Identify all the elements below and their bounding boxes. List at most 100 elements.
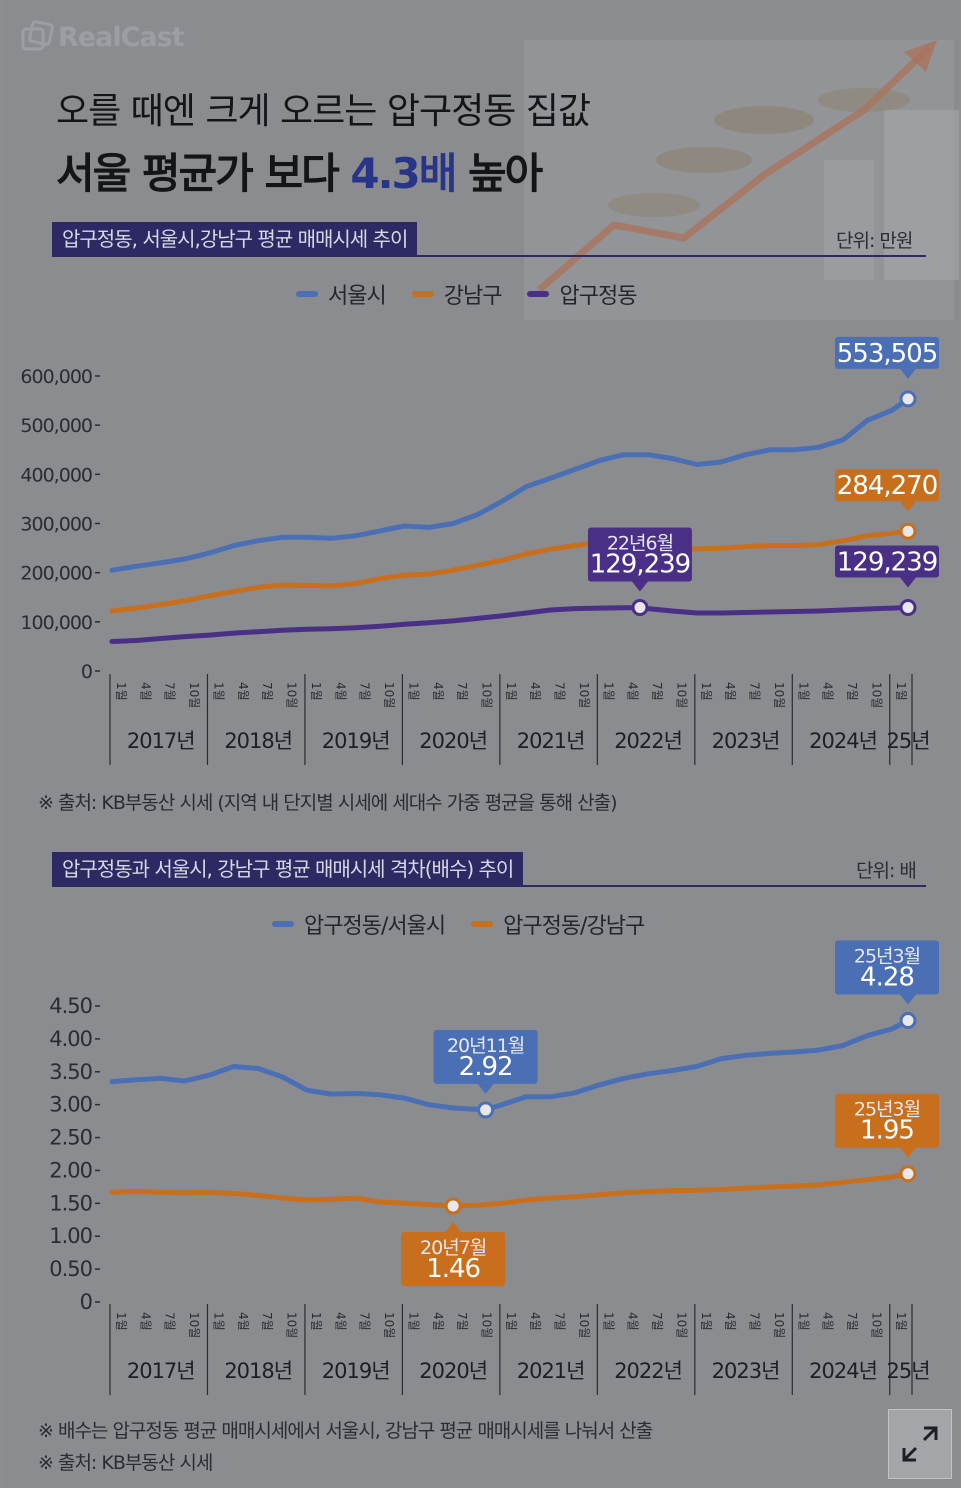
y-tick-label: 2.00 — [49, 1158, 92, 1182]
x-year-label: 2019년 — [322, 729, 390, 753]
headline-line2: 서울 평균가 보다 4.3배 높아 — [56, 140, 543, 201]
chart1-unit: 단위: 만원 — [836, 230, 913, 252]
data-point-marker — [899, 1011, 917, 1029]
brand-logo: RealCast — [20, 20, 185, 54]
y-tick-label: 0.50 — [49, 1257, 92, 1281]
legend-swatch-seoul — [296, 291, 318, 297]
x-year-label: 2021년 — [517, 729, 585, 753]
x-month-tick-label: 7월 — [845, 682, 859, 701]
callout-value: 284,270 — [837, 471, 938, 501]
data-point-marker — [899, 522, 917, 540]
callout-value: 129,239 — [590, 549, 691, 579]
chart2-ratio-note: ※ 배수는 압구정동 평균 매매시세에서 서울시, 강남구 평균 매매시세를 나… — [38, 1420, 653, 1442]
series-line-apgujeong — [109, 605, 911, 644]
y-tick-label: 100,000 — [20, 612, 92, 634]
x-month-tick-label: 4월 — [236, 682, 250, 701]
legend-swatch-gangnam — [411, 291, 434, 297]
legend-item-ratio-gangnam: 압구정동/강남구 — [471, 908, 645, 940]
chart2-plot: 0 0.50 1.00 1.50 2.00 2.50 3.00 3.50 4.00 4.50 1월 4… — [49, 940, 939, 1395]
x-month-tick-label: 10월 — [187, 682, 201, 708]
y-tick-label: 4.50 — [49, 994, 92, 1018]
x-year-label: 2021년 — [517, 1359, 585, 1383]
legend-swatch-apgujeong — [527, 291, 550, 297]
x-month-tick-label: 7월 — [748, 682, 762, 701]
legend-label-seoul: 서울시 — [328, 284, 387, 309]
x-month-tick-label: 4월 — [236, 1312, 250, 1331]
callout-pointer — [900, 1147, 916, 1158]
x-month-tick-label: 10월 — [869, 682, 883, 708]
x-month-tick-label: 4월 — [626, 682, 640, 701]
x-month-tick-label: 10월 — [772, 682, 786, 708]
x-month-tick-label: 7월 — [163, 682, 177, 701]
callout-pointer — [445, 1221, 462, 1232]
chart2-legend: 압구정동/서울시 압구정동/강남구 — [272, 908, 645, 940]
y-tick-label: 3.00 — [49, 1093, 92, 1117]
x-month-tick-label: 1월 — [699, 1312, 713, 1331]
callout-date: 20년11월 — [447, 1035, 524, 1057]
x-month-tick-label: 4월 — [138, 682, 152, 701]
x-year-label: 2020년 — [419, 729, 487, 753]
callout-box — [433, 1029, 538, 1084]
x-month-tick-label: 1월 — [504, 1312, 518, 1331]
legend-label-ratio-gangnam: 압구정동/강남구 — [503, 914, 645, 939]
series-line-gangnam — [109, 528, 911, 614]
y-tick-label: 2.50 — [49, 1126, 92, 1150]
x-month-tick-label: 10월 — [285, 1312, 299, 1338]
x-month-tick-label: 7월 — [553, 1312, 567, 1331]
x-year-label: 2024년 — [809, 1359, 877, 1383]
y-tick-label: 600,000 — [20, 366, 92, 388]
x-month-tick-label: 7월 — [845, 1312, 859, 1331]
x-month-tick-label: 10월 — [869, 1312, 883, 1338]
chart1-plot: 0 100,000 200,000 300,000 400,000 500,000 600,… — [20, 336, 939, 765]
x-year-label: 2023년 — [712, 729, 780, 753]
callout-date: 22년6월 — [607, 532, 673, 554]
callout-value: 1.95 — [860, 1116, 914, 1146]
x-month-tick-label: 10월 — [674, 1312, 688, 1338]
chart1-source-note: ※ 출처: KB부동산 시세 (지역 내 단지별 시세에 세대수 가중 평균을 … — [38, 792, 618, 814]
x-year-label: 25년 — [886, 729, 929, 753]
legend-item-seoul: 서울시 — [296, 278, 387, 310]
x-month-tick-label: 1월 — [601, 1312, 615, 1331]
infographic: RealCast 오를 때엔 크게 오르는 압구정동 집값 서울 평균가 보다 … — [4, 0, 959, 1488]
y-tick-label: 4.00 — [49, 1027, 92, 1051]
series-line-gangnam — [109, 1171, 911, 1209]
legend-item-ratio-seoul: 압구정동/서울시 — [272, 908, 446, 940]
x-year-label: 2024년 — [809, 729, 877, 753]
legend-item-apgujeong: 압구정동 — [527, 278, 637, 310]
callout-pointer — [900, 368, 916, 379]
callout-box — [401, 1231, 506, 1286]
x-month-tick-label: 7월 — [455, 1312, 469, 1331]
legend-item-gangnam: 강남구 — [411, 278, 502, 310]
x-month-tick-label: 4월 — [723, 1312, 737, 1331]
legend-label-ratio-seoul: 압구정동/서울시 — [304, 914, 446, 939]
background-decoration — [524, 40, 959, 320]
x-month-tick-label: 1월 — [699, 682, 713, 701]
data-point-marker — [899, 598, 917, 616]
expand-arrows-icon — [902, 1426, 938, 1462]
callout-date: 25년3월 — [854, 1099, 920, 1121]
x-month-tick-label: 4월 — [528, 1312, 542, 1331]
expand-button[interactable] — [888, 1409, 952, 1479]
y-tick-label: 400,000 — [20, 464, 92, 486]
x-month-tick-label: 7월 — [553, 682, 567, 701]
x-month-tick-label: 4월 — [528, 682, 542, 701]
y-tick-label: 0 — [81, 661, 92, 683]
x-month-tick-label: 1월 — [309, 682, 323, 701]
x-month-tick-label: 7월 — [650, 1312, 664, 1331]
callout-pointer — [477, 1083, 494, 1094]
callout-box — [835, 545, 939, 578]
x-month-tick-label: 1월 — [406, 1312, 420, 1331]
data-point-marker — [899, 1165, 917, 1183]
x-month-tick-label: 10월 — [382, 1312, 396, 1338]
callout-value: 553,505 — [837, 339, 938, 369]
headline-line2-suffix: 높아 — [455, 149, 543, 198]
x-month-tick-label: 10월 — [480, 682, 494, 708]
x-month-tick-label: 7월 — [455, 682, 469, 701]
x-month-tick-label: 10월 — [285, 682, 299, 708]
logo-text: RealCast — [58, 21, 185, 53]
headline-line2-prefix: 서울 평균가 보다 — [56, 149, 351, 198]
x-month-tick-label: 1월 — [211, 682, 225, 701]
callout-box — [835, 469, 939, 502]
callout-pointer — [900, 994, 916, 1005]
chart1-legend: 서울시 강남구 압구정동 — [296, 278, 637, 310]
